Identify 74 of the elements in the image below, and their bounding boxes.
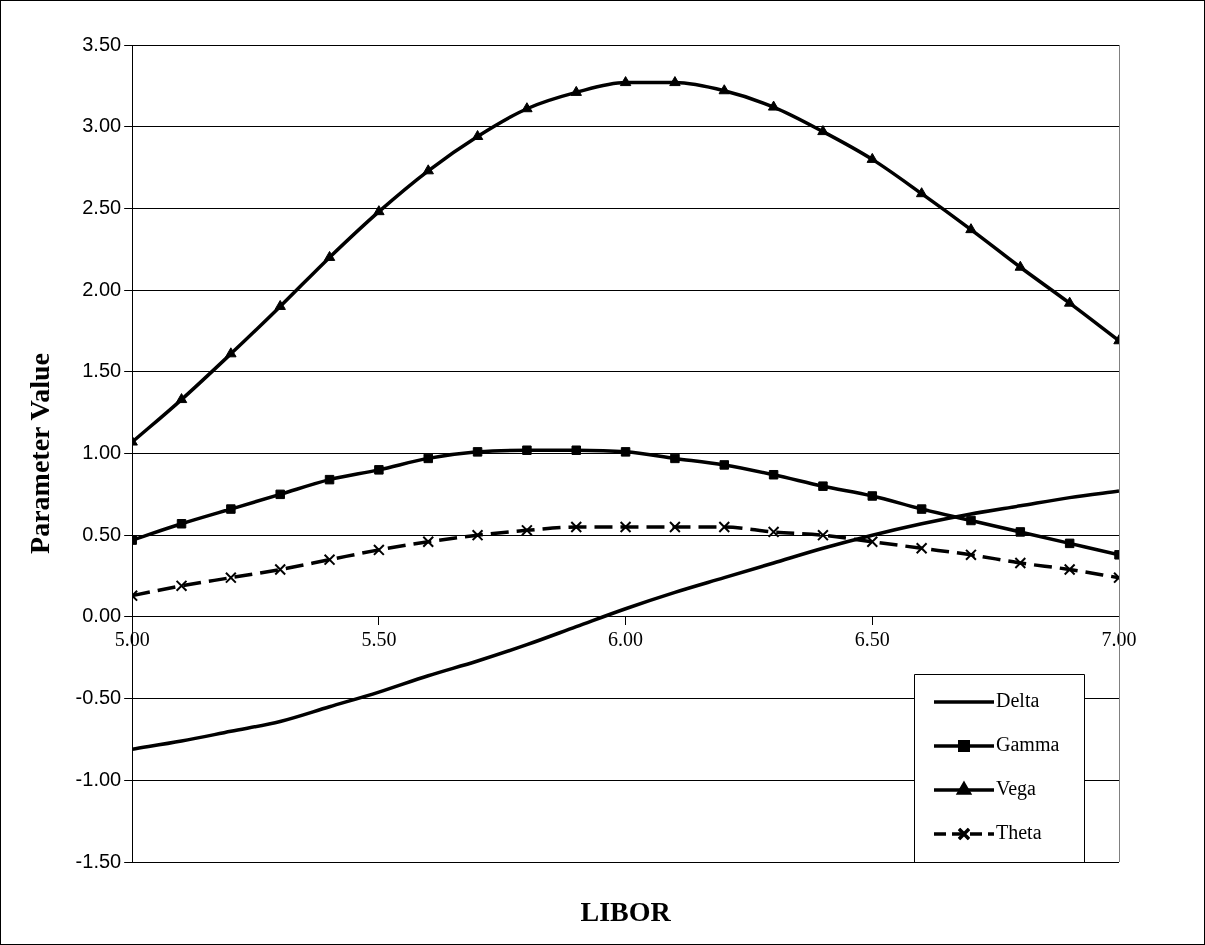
point [1063, 296, 1076, 307]
y-tick-label: -1.00 [75, 767, 122, 790]
point [1014, 557, 1027, 569]
point [668, 521, 681, 533]
point [422, 535, 435, 548]
point [1063, 563, 1076, 576]
point [817, 529, 829, 542]
y-tick-label: 3.00 [82, 114, 122, 137]
point [374, 465, 384, 475]
legend-label: Delta [996, 689, 1040, 712]
point [965, 548, 977, 561]
point [224, 571, 237, 584]
point [866, 152, 878, 163]
x-tick-label: 7.00 [1101, 628, 1137, 651]
point [966, 515, 976, 526]
point [372, 543, 385, 556]
point [620, 447, 631, 457]
x-tick-label: 6.00 [608, 628, 644, 651]
point [719, 460, 730, 470]
point [175, 579, 188, 592]
legend-label: Theta [996, 821, 1042, 844]
legend-label: Vega [996, 777, 1037, 801]
point [225, 347, 237, 358]
point [373, 205, 385, 216]
point [1015, 527, 1026, 537]
point [767, 525, 780, 538]
point [274, 299, 286, 310]
point [472, 447, 483, 457]
point [817, 125, 829, 136]
y-tick-label: -0.50 [75, 686, 122, 709]
y-tick-label: 2.00 [82, 277, 122, 300]
point [571, 445, 581, 455]
y-tick-label: 0.50 [82, 522, 122, 545]
point [619, 76, 632, 87]
x-tick-label: 6.50 [854, 628, 890, 651]
point [522, 445, 532, 455]
legend-label: Gamma [996, 733, 1060, 756]
point [570, 521, 583, 533]
point [323, 553, 336, 566]
point [175, 393, 188, 404]
y-tick-label: 3.50 [82, 32, 122, 55]
point [619, 521, 632, 533]
y-axis-title: Parameter Value [24, 353, 56, 554]
point [916, 504, 927, 514]
point [670, 453, 680, 464]
x-axis-title: LIBOR [580, 896, 672, 928]
point [423, 453, 433, 464]
y-tick-label: -1.50 [75, 849, 122, 872]
point [718, 521, 731, 533]
point [570, 85, 582, 96]
y-tick-label: 1.50 [82, 359, 122, 382]
point [965, 223, 977, 234]
point [669, 76, 681, 87]
point [226, 504, 236, 514]
y-tick-label: 2.50 [82, 195, 122, 218]
point [768, 470, 779, 480]
point [471, 529, 484, 542]
point [324, 474, 335, 485]
point [866, 535, 879, 548]
point [274, 563, 287, 576]
point [718, 84, 730, 95]
y-tick-label: 0.00 [82, 604, 122, 627]
point [323, 250, 336, 261]
point [915, 187, 928, 198]
point [867, 491, 878, 501]
point [1064, 538, 1075, 549]
x-tick-label: 5.50 [361, 628, 397, 651]
y-tick-label: 1.00 [82, 441, 122, 464]
point [275, 489, 285, 500]
point [521, 102, 533, 113]
point [818, 481, 828, 491]
point [422, 164, 434, 175]
point [915, 542, 928, 555]
point [176, 519, 187, 529]
